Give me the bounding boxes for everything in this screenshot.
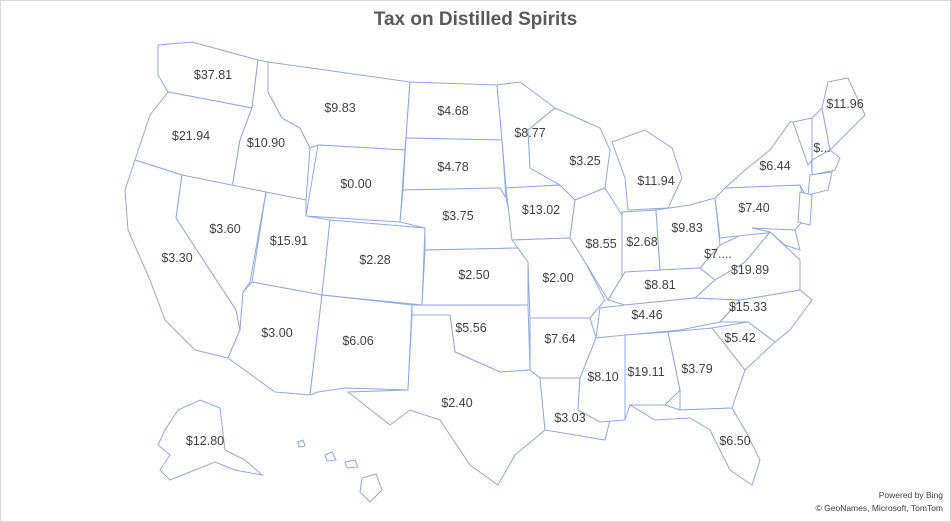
value-label-ohio: $9.83	[671, 221, 702, 235]
value-label-kansas: $2.50	[458, 268, 489, 282]
value-label-tennessee: $4.46	[631, 308, 662, 322]
value-label-colorado: $2.28	[359, 253, 390, 267]
value-label-florida: $6.50	[719, 434, 750, 448]
value-label-arkansas: $7.64	[544, 332, 575, 346]
value-label-new-york: $6.44	[759, 159, 790, 173]
credit-bing: Powered by Bing	[878, 490, 943, 500]
value-label-missouri: $2.00	[542, 271, 573, 285]
value-label-washington: $37.81	[194, 68, 232, 82]
state-massachusetts[interactable]	[811, 149, 841, 176]
value-label-georgia: $3.79	[681, 362, 712, 376]
map-title: Tax on Distilled Spirits	[373, 9, 578, 30]
state-labels: $37.81 $21.94 $3.30 $3.60 $10.90 $9.83 $0.00 $1…	[161, 68, 863, 448]
value-label-utah: $15.91	[270, 234, 308, 248]
state-hawaii-3[interactable]	[344, 459, 359, 469]
state-hawaii-1[interactable]	[297, 439, 306, 448]
value-label-north-carolina: $15.33	[729, 300, 767, 314]
value-label-indiana: $2.68	[626, 235, 657, 249]
state-hawaii-2[interactable]	[324, 451, 337, 462]
value-label-minnesota: $8.77	[514, 126, 545, 140]
value-label-south-dakota: $4.78	[437, 160, 468, 174]
value-label-montana: $9.83	[324, 101, 355, 115]
value-label-west-virginia: $7....	[704, 247, 732, 261]
value-label-nebraska: $3.75	[442, 209, 473, 223]
value-label-oregon: $21.94	[172, 129, 210, 143]
value-label-south-carolina: $5.42	[724, 331, 755, 345]
state-maryland[interactable]	[751, 227, 801, 251]
state-new-jersey[interactable]	[797, 191, 813, 226]
value-label-alabama: $19.11	[627, 365, 664, 379]
state-alaska[interactable]	[157, 399, 264, 481]
value-label-new-mexico: $6.06	[342, 334, 373, 348]
value-label-texas: $2.40	[441, 396, 472, 410]
value-label-wisconsin: $3.25	[569, 154, 600, 168]
value-label-california: $3.30	[161, 251, 192, 265]
value-label-maine: $11.96	[826, 97, 863, 111]
state-maine[interactable]	[821, 77, 866, 152]
value-label-mississippi: $8.10	[587, 370, 618, 384]
value-label-nevada: $3.60	[209, 222, 240, 236]
value-label-michigan: $11.94	[637, 174, 674, 188]
state-connecticut[interactable]	[807, 171, 833, 196]
value-label-north-dakota: $4.68	[437, 104, 468, 118]
value-label-kentucky: $8.81	[644, 278, 675, 292]
state-hawaii-4[interactable]	[359, 473, 383, 503]
state-michigan[interactable]	[611, 129, 683, 211]
state-texas[interactable]	[346, 314, 546, 486]
value-label-alaska: $12.80	[186, 434, 224, 448]
value-label-iowa: $13.02	[522, 203, 560, 217]
value-label-illinois: $8.55	[585, 237, 616, 251]
state-kansas[interactable]	[421, 247, 529, 306]
value-label-virginia: $19.89	[731, 263, 769, 277]
state-florida[interactable]	[628, 404, 761, 486]
value-label-new-hampshire: $...	[813, 141, 830, 155]
value-label-idaho: $10.90	[247, 136, 285, 150]
value-label-wyoming: $0.00	[340, 177, 371, 191]
value-label-louisiana: $3.03	[554, 411, 585, 425]
value-label-oklahoma: $5.56	[455, 321, 486, 335]
value-label-pennsylvania: $7.40	[738, 201, 769, 215]
credit-attribution: © GeoNames, Microsoft, TomTom	[815, 503, 944, 513]
value-label-arizona: $3.00	[261, 326, 292, 340]
